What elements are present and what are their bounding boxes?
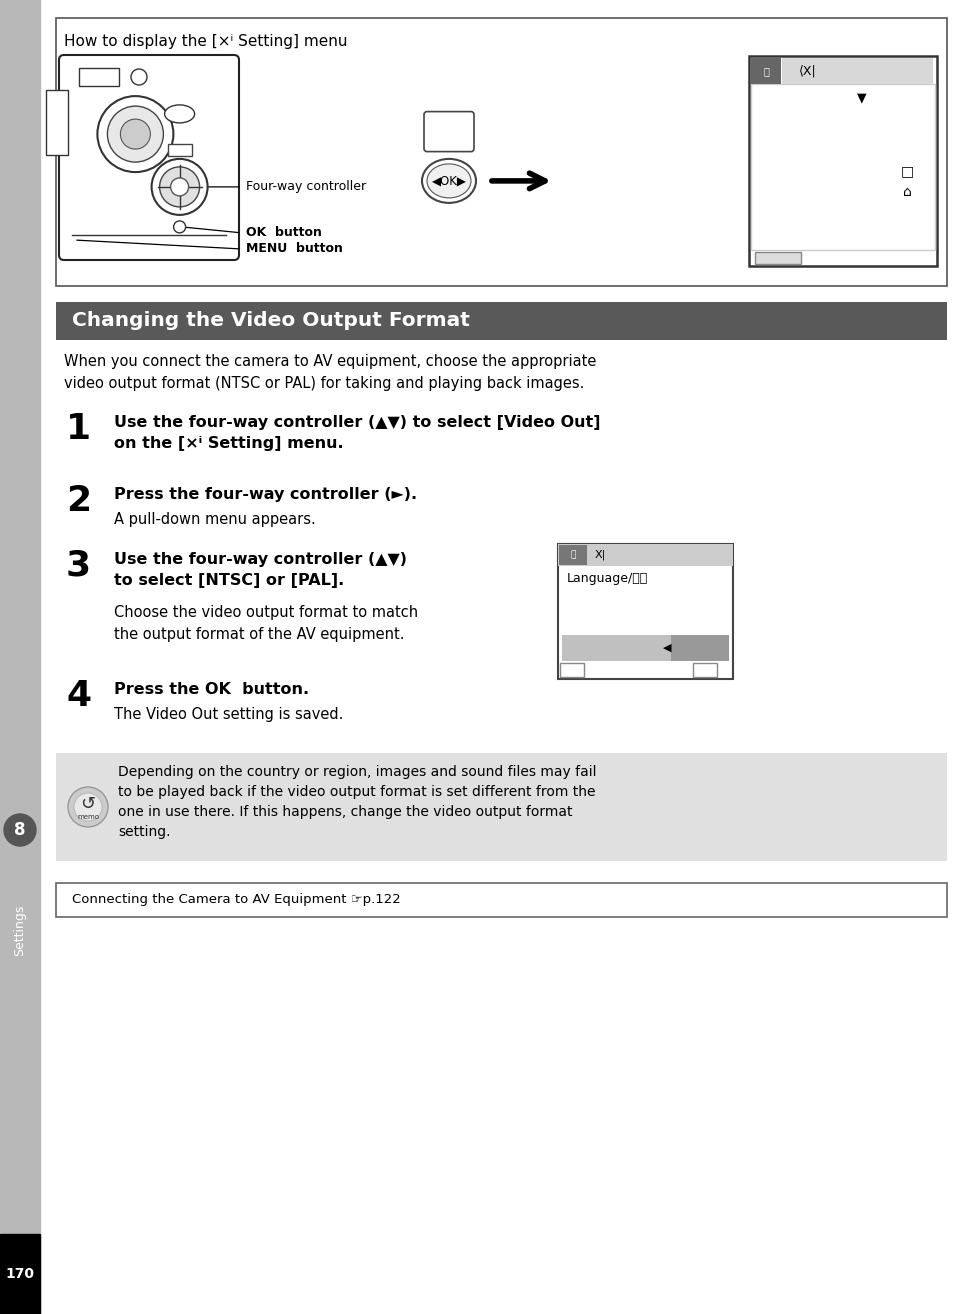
Circle shape xyxy=(171,177,189,196)
Text: A pull-down menu appears.: A pull-down menu appears. xyxy=(113,512,315,527)
Text: 1: 1 xyxy=(66,413,91,445)
Text: Depending on the country or region, images and sound files may fail
to be played: Depending on the country or region, imag… xyxy=(118,765,596,840)
Circle shape xyxy=(108,106,163,162)
Bar xyxy=(671,635,729,661)
Text: 170: 170 xyxy=(6,1267,34,1281)
Bar xyxy=(750,84,934,250)
Bar xyxy=(46,89,68,155)
Text: Press the four-way controller (►).: Press the four-way controller (►). xyxy=(113,487,416,502)
Bar xyxy=(168,145,192,156)
Text: When you connect the camera to AV equipment, choose the appropriate
video output: When you connect the camera to AV equipm… xyxy=(64,353,596,392)
Text: ↺: ↺ xyxy=(80,795,95,813)
Ellipse shape xyxy=(421,159,476,202)
Text: ⟨X|: ⟨X| xyxy=(799,64,816,78)
FancyBboxPatch shape xyxy=(59,55,239,260)
Text: memo: memo xyxy=(77,813,99,820)
Text: 4: 4 xyxy=(66,679,91,714)
Circle shape xyxy=(173,221,186,233)
Bar xyxy=(748,57,936,265)
FancyBboxPatch shape xyxy=(423,112,474,151)
Circle shape xyxy=(74,794,102,821)
Text: Use the four-way controller (▲▼) to select [Video Out]
on the [×ⁱ Setting] menu.: Use the four-way controller (▲▼) to sele… xyxy=(113,415,599,451)
Circle shape xyxy=(131,70,147,85)
Text: ⌂: ⌂ xyxy=(902,185,910,200)
Text: 2: 2 xyxy=(66,484,91,518)
Text: Settings: Settings xyxy=(13,904,27,955)
Circle shape xyxy=(68,787,108,827)
Bar xyxy=(0,1234,40,1314)
Bar xyxy=(754,252,801,264)
Bar xyxy=(558,544,733,679)
Text: X|: X| xyxy=(594,549,605,560)
Bar xyxy=(750,58,781,84)
Text: Press the OK  button.: Press the OK button. xyxy=(113,682,309,696)
Bar xyxy=(693,664,717,677)
Text: □: □ xyxy=(900,164,913,179)
Bar xyxy=(558,545,587,565)
Text: Use the four-way controller (▲▼)
to select [NTSC] or [PAL].: Use the four-way controller (▲▼) to sele… xyxy=(113,552,407,587)
Bar xyxy=(79,68,119,85)
Bar xyxy=(56,883,946,917)
Text: MENU  button: MENU button xyxy=(246,243,342,255)
Circle shape xyxy=(97,96,173,172)
Bar xyxy=(781,58,932,84)
Text: ◀OK▶: ◀OK▶ xyxy=(431,175,466,188)
Circle shape xyxy=(4,813,36,846)
Text: OK  button: OK button xyxy=(246,226,321,239)
Bar xyxy=(561,635,729,661)
Text: Choose the video output format to match
the output format of the AV equipment.: Choose the video output format to match … xyxy=(113,604,417,641)
Bar xyxy=(56,302,946,340)
Text: Changing the Video Output Format: Changing the Video Output Format xyxy=(71,311,470,331)
Text: 3: 3 xyxy=(66,549,91,583)
Bar xyxy=(56,18,946,286)
Text: ◀: ◀ xyxy=(662,643,671,653)
Text: How to display the [×ⁱ Setting] menu: How to display the [×ⁱ Setting] menu xyxy=(64,34,347,49)
Text: Four-way controller: Four-way controller xyxy=(246,180,366,193)
Text: The Video Out setting is saved.: The Video Out setting is saved. xyxy=(113,707,343,721)
Circle shape xyxy=(152,159,208,215)
Text: 8: 8 xyxy=(14,821,26,840)
Bar xyxy=(56,753,946,861)
Bar xyxy=(0,0,40,1314)
Circle shape xyxy=(120,120,151,148)
Text: ⬛: ⬛ xyxy=(570,551,576,560)
Ellipse shape xyxy=(427,164,471,198)
Text: Connecting the Camera to AV Equipment ☞p.122: Connecting the Camera to AV Equipment ☞p… xyxy=(71,894,400,907)
Bar xyxy=(559,664,584,677)
Bar xyxy=(558,544,733,566)
Text: ⬛: ⬛ xyxy=(762,66,768,76)
Text: ▼: ▼ xyxy=(856,92,865,105)
Text: Language/言語: Language/言語 xyxy=(566,572,647,585)
Ellipse shape xyxy=(165,105,194,124)
Circle shape xyxy=(159,167,199,206)
